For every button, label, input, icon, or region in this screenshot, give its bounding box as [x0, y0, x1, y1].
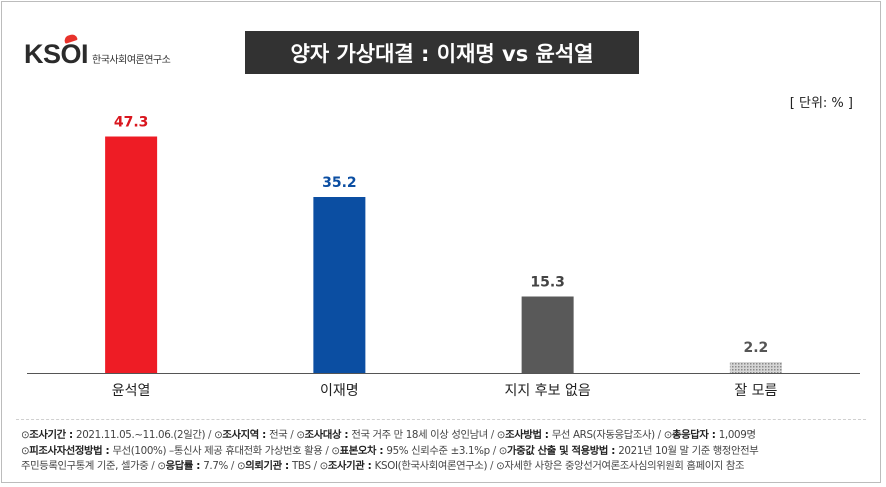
- footnote-key: 가중값 산출 및 적용방법 :: [507, 444, 619, 457]
- marker-icon: ⊙: [331, 444, 340, 457]
- footnote-value: 무선 ARS(자동응답조사): [551, 429, 655, 441]
- bar-chart: 47.3 윤석열 35.2 이재명 15.3 지지 후보 없음 2.2 잘 모름: [27, 115, 860, 399]
- footnote-value: 2021년 10월 말 기준 행정안전부: [618, 444, 759, 457]
- footnote-key: 표본오차 :: [339, 444, 387, 457]
- separator: /: [322, 444, 332, 457]
- footnote-key: 응답률 :: [165, 460, 204, 472]
- unit-label: [ 단위: % ]: [789, 96, 853, 111]
- bar-1: [105, 136, 158, 373]
- footer-divider: [16, 419, 866, 420]
- footnote-line-2: ⊙피조사자선정방법 : 무선(100%) –통신사 제공 휴대전화 가상번호 활…: [21, 444, 866, 460]
- marker-icon: ⊙: [157, 460, 166, 472]
- footnote-value: 자세한 사항은 중앙선거여론조사심의위원회 홈페이지 참조: [504, 460, 745, 472]
- footnote-value: 무선(100%) –통신사 제공 휴대전화 가상번호 활용: [112, 444, 323, 457]
- separator: /: [487, 429, 497, 441]
- separator: /: [310, 460, 320, 472]
- footnote-key: 총응답자 :: [672, 429, 719, 441]
- marker-icon: ⊙: [21, 444, 30, 457]
- logo-mark: KSOI: [24, 38, 89, 69]
- marker-icon: ⊙: [214, 429, 223, 441]
- marker-icon: ⊙: [498, 444, 508, 457]
- footnote-value: 1,009명: [718, 429, 756, 441]
- category-label-1: 윤석열: [112, 383, 151, 399]
- footnote-key: 조사기관 :: [327, 460, 375, 472]
- footnote-value: TBS: [291, 460, 311, 472]
- bar-4: [729, 362, 782, 373]
- footnote-key: 조사기간 :: [29, 429, 77, 441]
- marker-icon: ⊙: [663, 429, 673, 441]
- footnote-key: 조사방법 :: [505, 429, 552, 441]
- category-label-3: 지지 후보 없음: [505, 383, 591, 399]
- footnote-value: 2021.11.05.~11.06.(2일간): [76, 429, 206, 441]
- separator: /: [228, 460, 237, 472]
- bar-3: [521, 296, 574, 373]
- survey-footnote: ⊙조사기간 : 2021.11.05.~11.06.(2일간) / ⊙조사지역 …: [21, 428, 866, 475]
- separator: /: [654, 429, 664, 441]
- footnote-value: 전국 거주 만 18세 이상 성인남녀: [351, 429, 488, 441]
- footnote-line-1: ⊙조사기간 : 2021.11.05.~11.06.(2일간) / ⊙조사지역 …: [21, 428, 866, 444]
- separator: /: [205, 429, 215, 441]
- footnote-line-3: 주민등록인구통계 기준, 셀가중 / ⊙응답률 : 7.7% / ⊙의뢰기관 :…: [21, 459, 866, 475]
- footnote-value: KSOI(한국사회여론연구소): [374, 460, 488, 472]
- logo-text: 한국사회여론연구소: [92, 54, 171, 66]
- marker-icon: ⊙: [296, 429, 305, 441]
- value-label-1: 47.3: [114, 115, 149, 131]
- value-label-3: 15.3: [530, 275, 565, 291]
- marker-icon: ⊙: [319, 460, 329, 472]
- bar-2: [313, 197, 366, 373]
- separator: /: [287, 429, 297, 441]
- category-label-4: 잘 모름: [734, 383, 777, 399]
- marker-icon: ⊙: [496, 460, 505, 472]
- value-label-2: 35.2: [322, 175, 357, 191]
- footnote-value: 전국: [269, 429, 288, 441]
- footnote-key: 피조사자선정방법 :: [29, 444, 113, 457]
- marker-icon: ⊙: [236, 460, 246, 472]
- separator: /: [489, 444, 499, 457]
- marker-icon: ⊙: [496, 429, 506, 441]
- footnote-value: 95% 신뢰수준 ±3.1%p: [386, 444, 490, 457]
- footnote-key: 의뢰기관 :: [245, 460, 292, 472]
- separator: /: [148, 460, 158, 472]
- footnote-value: 주민등록인구통계 기준, 셀가중: [21, 460, 149, 472]
- footnote-value: 7.7%: [203, 460, 228, 472]
- ksoi-logo: KSOI 한국사회여론연구소: [24, 33, 171, 69]
- separator: /: [487, 460, 497, 472]
- marker-icon: ⊙: [21, 429, 30, 441]
- value-label-4: 2.2: [743, 340, 768, 356]
- chart-title: 양자 가상대결 : 이재명 vs 윤석열: [245, 31, 639, 74]
- category-label-2: 이재명: [320, 383, 359, 399]
- footnote-key: 조사지역 :: [222, 429, 270, 441]
- footnote-key: 조사대상 :: [304, 429, 352, 441]
